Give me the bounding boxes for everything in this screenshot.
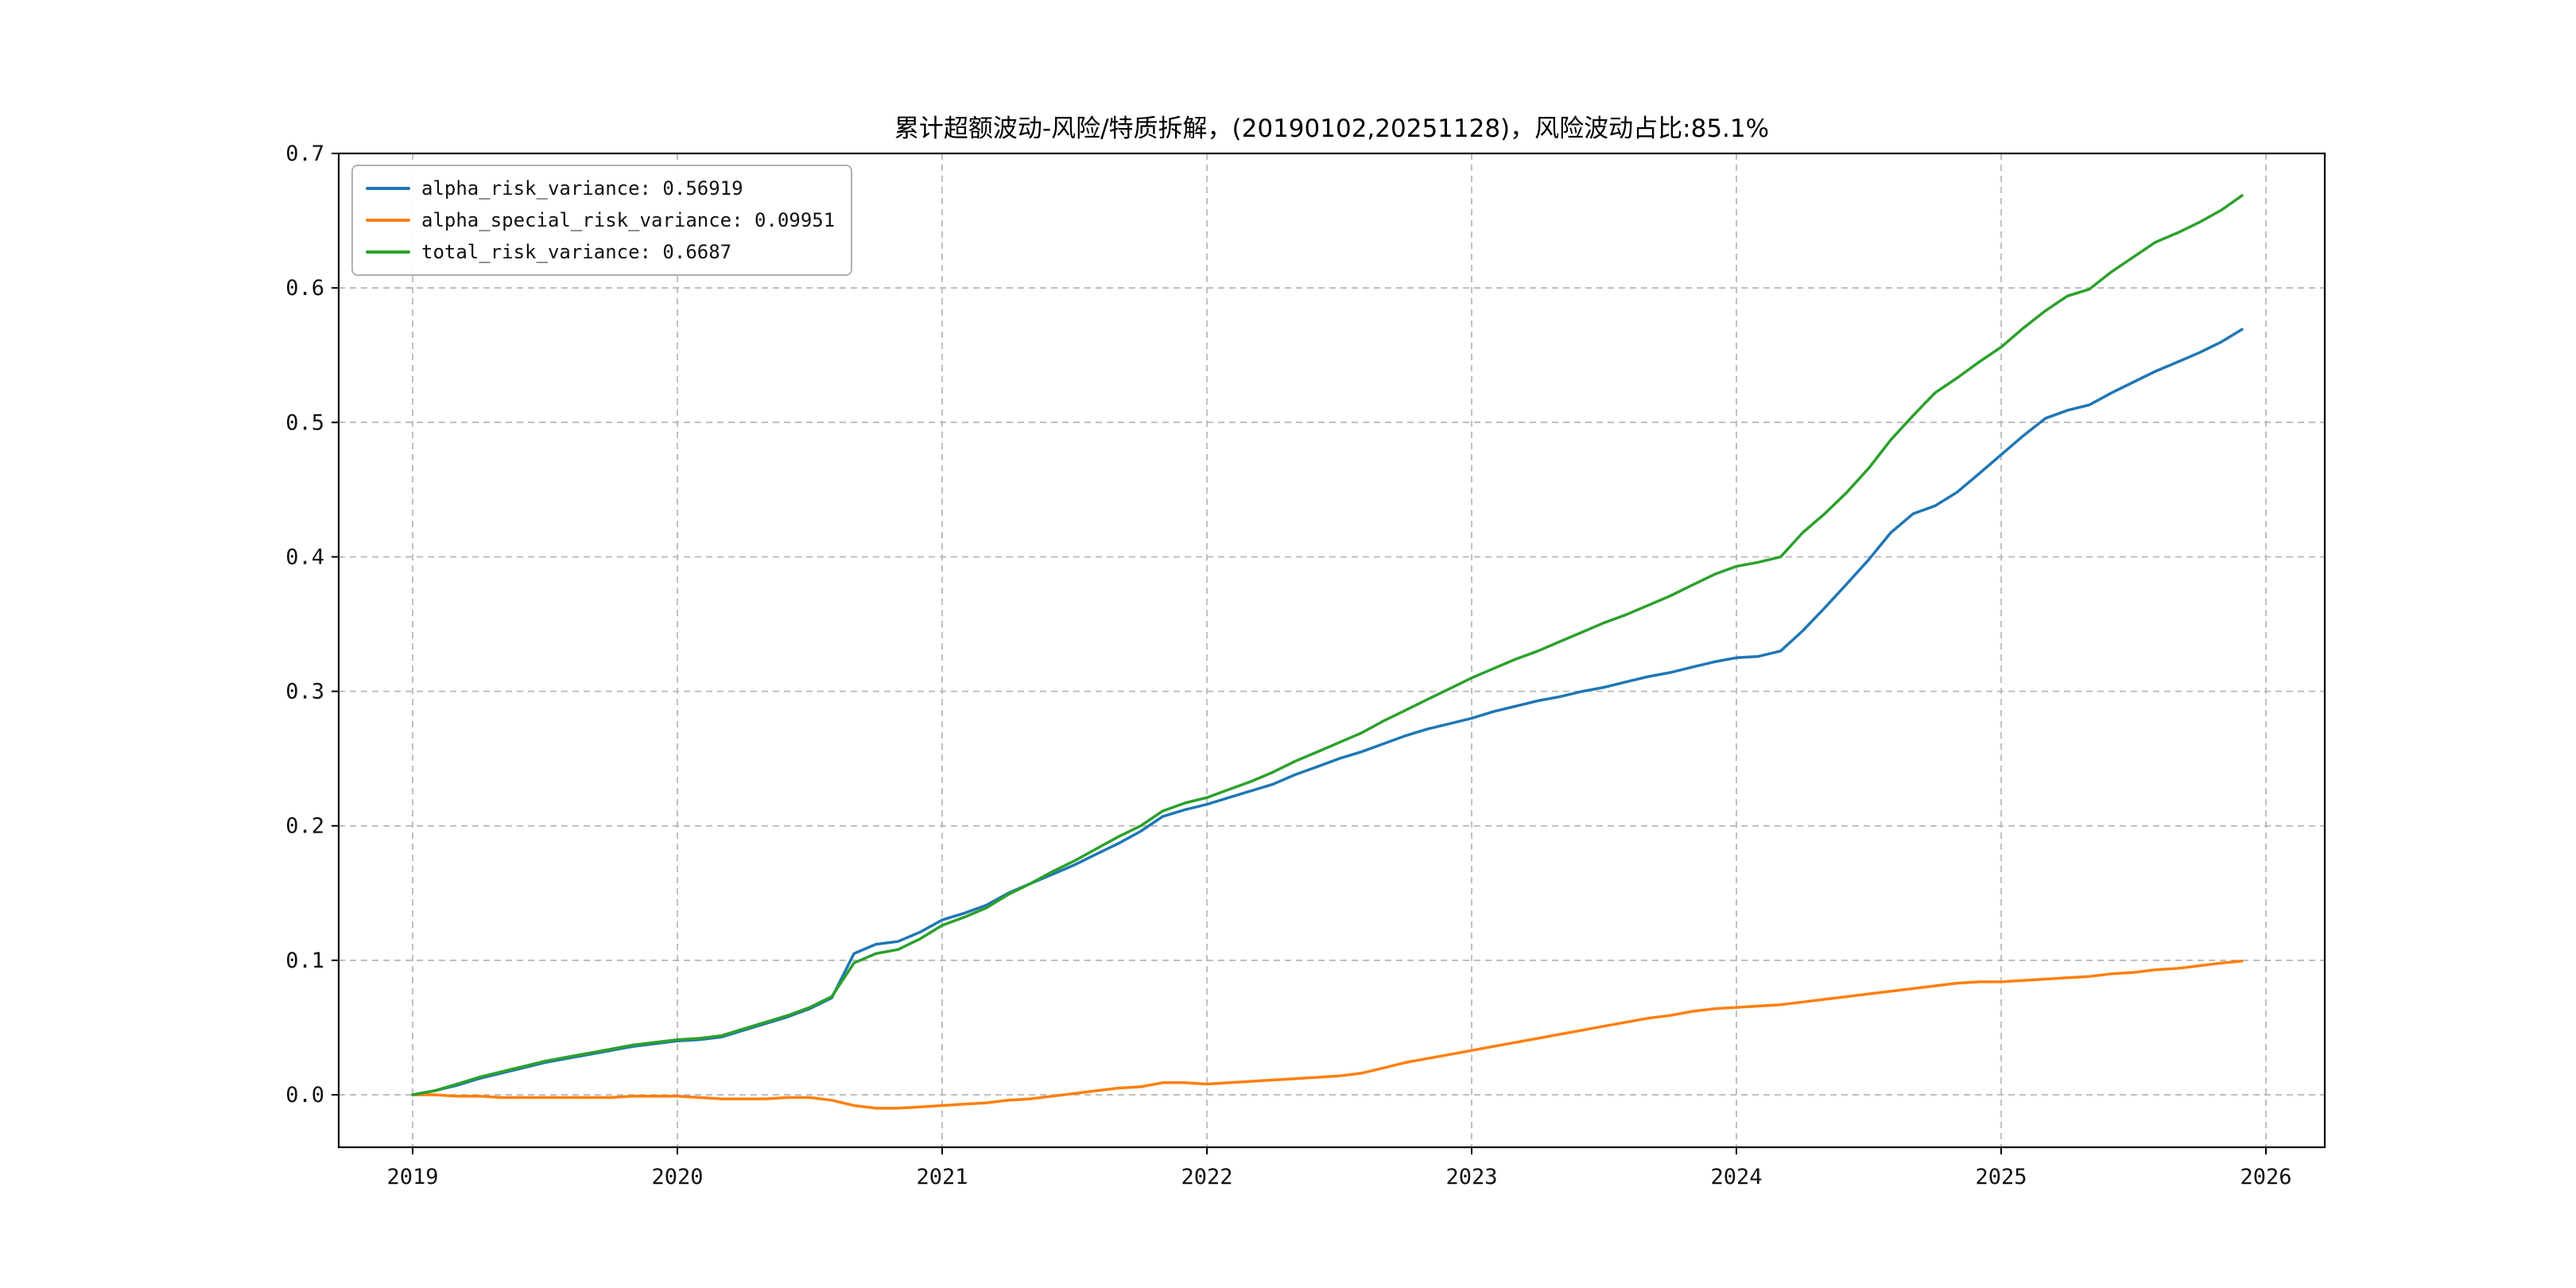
plot-border <box>337 152 2326 1149</box>
x-tick-label: 2019 <box>386 1165 438 1189</box>
x-tick-label: 2026 <box>2240 1165 2291 1189</box>
x-tick-label: 2024 <box>1710 1165 1762 1189</box>
y-tick-label: 0.0 <box>285 1083 324 1108</box>
legend-item-alpha-special-risk-variance: alpha_special_risk_variance: 0.09951 <box>366 209 835 231</box>
x-tick-label: 2023 <box>1445 1165 1497 1189</box>
y-tick-label: 0.1 <box>285 949 324 973</box>
series-line-alpha_risk_variance <box>411 328 2244 1096</box>
y-tick-label: 0.6 <box>285 276 324 301</box>
y-tick-label: 0.7 <box>285 142 324 166</box>
series-line-total_risk_variance <box>411 194 2244 1096</box>
legend-label-alpha-special-risk-variance: alpha_special_risk_variance: 0.09951 <box>421 209 836 231</box>
legend-label-total-risk-variance: total_risk_variance: 0.6687 <box>421 241 732 263</box>
y-tick-label: 0.2 <box>285 814 324 839</box>
x-tick-label: 2025 <box>1975 1165 2027 1189</box>
series-line-alpha_special_risk_variance <box>411 959 2244 1110</box>
y-tick-label: 0.5 <box>285 410 324 435</box>
legend-line-swatch-orange <box>366 219 410 222</box>
legend: alpha_risk_variance: 0.56919 alpha_speci… <box>351 165 853 276</box>
y-tick-label: 0.3 <box>285 680 324 704</box>
legend-item-alpha-risk-variance: alpha_risk_variance: 0.56919 <box>366 177 835 200</box>
y-tick-label: 0.4 <box>285 545 324 569</box>
legend-item-total-risk-variance: total_risk_variance: 0.6687 <box>366 241 835 263</box>
x-tick-label: 2022 <box>1181 1165 1232 1189</box>
chart-title: 累计超额波动-风险/特质拆解，(20190102,20251128)，风险波动占… <box>894 114 1770 143</box>
legend-line-swatch-green <box>366 250 410 254</box>
legend-label-alpha-risk-variance: alpha_risk_variance: 0.56919 <box>421 177 743 200</box>
x-tick-label: 2020 <box>651 1165 703 1189</box>
x-tick-label: 2021 <box>916 1165 968 1189</box>
legend-line-swatch-blue <box>366 187 410 190</box>
